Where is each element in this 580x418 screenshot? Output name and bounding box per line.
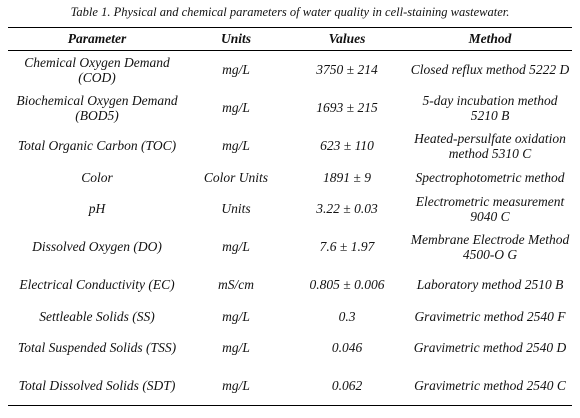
cell-method: Spectrophotometric method bbox=[415, 169, 565, 185]
table-caption: Table 1. Physical and chemical parameter… bbox=[70, 5, 510, 19]
table-row: Total Dissolved Solids (SDT) mg/L 0.062 … bbox=[8, 367, 572, 406]
cell-values: 0.3 bbox=[338, 308, 356, 324]
table-row: Chemical Oxygen Demand (COD) mg/L 3750 ±… bbox=[8, 51, 572, 90]
table-row: Total Organic Carbon (TOC) mg/L 623 ± 11… bbox=[8, 127, 572, 165]
cell-units: Color Units bbox=[203, 169, 269, 185]
header-row: Parameter Units Values Method bbox=[8, 27, 572, 51]
cell-method: Gravimetric method 2540 D bbox=[413, 340, 567, 356]
cell-parameter: Total Dissolved Solids (SDT) bbox=[8, 367, 186, 406]
cell-values: 7.6 ± 1.97 bbox=[319, 239, 375, 255]
cell-parameter: Electrical Conductivity (EC) bbox=[19, 277, 175, 293]
cell-units: mg/L bbox=[222, 340, 250, 356]
table-row: Color Color Units 1891 ± 9 Spectrophotom… bbox=[8, 165, 572, 190]
header-values: Values bbox=[286, 27, 408, 51]
cell-method: Gravimetric method 2540 F bbox=[414, 308, 566, 324]
table-row: Dissolved Oxygen (DO) mg/L 7.6 ± 1.97 Me… bbox=[8, 228, 572, 266]
cell-units: mg/L bbox=[222, 100, 250, 116]
cell-method: Gravimetric method 2540 C bbox=[408, 367, 572, 406]
cell-units: mg/L bbox=[186, 367, 286, 406]
cell-units: mg/L bbox=[222, 239, 250, 255]
cell-method: 5-day incubation method 5210 B bbox=[422, 92, 558, 124]
cell-units: Units bbox=[221, 201, 251, 217]
cell-parameter: Total Suspended Solids (TSS) bbox=[17, 340, 177, 356]
cell-parameter: pH bbox=[88, 201, 106, 217]
cell-values: 1693 ± 215 bbox=[316, 100, 378, 116]
header-method: Method bbox=[408, 27, 572, 51]
cell-values: 1891 ± 9 bbox=[323, 169, 371, 185]
cell-units: mg/L bbox=[222, 62, 250, 78]
table-row: Biochemical Oxygen Demand (BOD5) mg/L 16… bbox=[8, 89, 572, 127]
header-units: Units bbox=[186, 27, 286, 51]
cell-parameter: Color bbox=[81, 169, 113, 185]
cell-values: 3.22 ± 0.03 bbox=[316, 201, 378, 217]
cell-method: Closed reflux method 5222 D bbox=[410, 62, 570, 78]
table-row: Total Suspended Solids (TSS) mg/L 0.046 … bbox=[8, 329, 572, 367]
cell-method: Electrometric measurement 9040 C bbox=[415, 193, 565, 225]
cell-method: Membrane Electrode Method 4500-O G bbox=[410, 231, 570, 263]
cell-values: 3750 ± 214 bbox=[316, 62, 378, 78]
cell-method: Laboratory method 2510 B bbox=[416, 277, 564, 293]
cell-values: 0.805 ± 0.006 bbox=[309, 277, 385, 293]
cell-parameter: Biochemical Oxygen Demand (BOD5) bbox=[16, 92, 178, 124]
cell-values: 623 ± 110 bbox=[320, 138, 374, 154]
cell-units: mS/cm bbox=[218, 277, 254, 293]
water-quality-table: Parameter Units Values Method Chemical O… bbox=[8, 27, 572, 406]
cell-values: 0.046 bbox=[331, 340, 363, 356]
table-row: Settleable Solids (SS) mg/L 0.3 Gravimet… bbox=[8, 304, 572, 329]
cell-units: mg/L bbox=[222, 138, 250, 154]
table-row: pH Units 3.22 ± 0.03 Electrometric measu… bbox=[8, 190, 572, 228]
cell-parameter: Chemical Oxygen Demand (COD) bbox=[24, 54, 170, 86]
cell-parameter: Total Organic Carbon (TOC) bbox=[17, 138, 177, 154]
cell-parameter: Settleable Solids (SS) bbox=[39, 308, 155, 324]
cell-values: 0.062 bbox=[286, 367, 408, 406]
header-parameter: Parameter bbox=[8, 27, 186, 51]
cell-units: mg/L bbox=[222, 308, 250, 324]
cell-method: Heated-persulfate oxidation method 5310 … bbox=[414, 130, 566, 162]
table-row: Electrical Conductivity (EC) mS/cm 0.805… bbox=[8, 266, 572, 304]
cell-parameter: Dissolved Oxygen (DO) bbox=[32, 239, 162, 255]
